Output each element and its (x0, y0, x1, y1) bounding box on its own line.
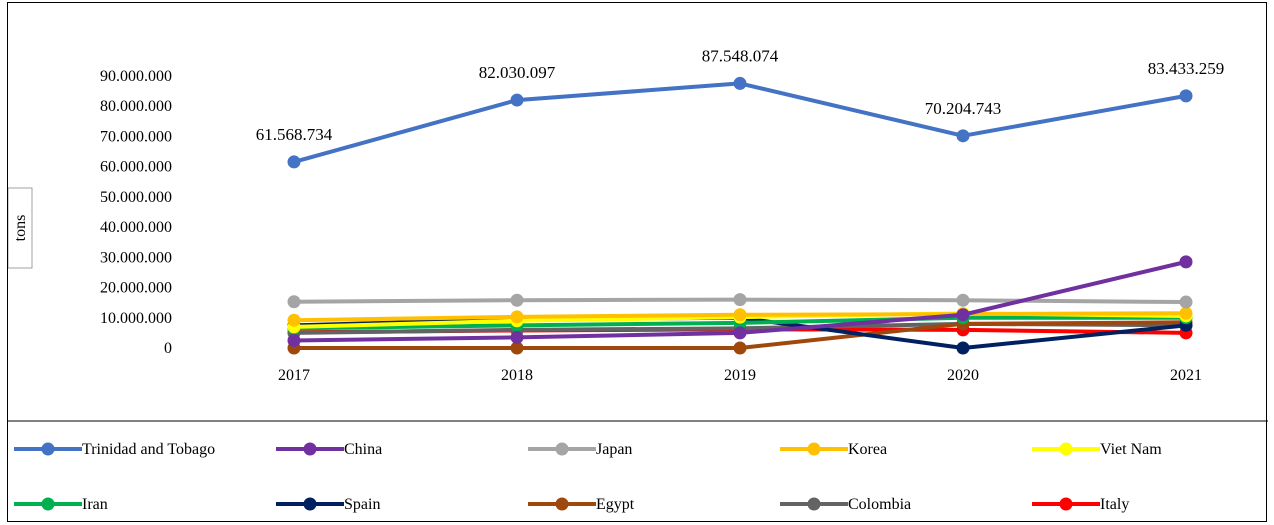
y-tick-label: 50.000.000 (100, 189, 172, 206)
data-point (287, 313, 301, 327)
data-point (956, 129, 970, 143)
data-label: 61.568.734 (256, 125, 333, 144)
data-labels: 61.568.734 82.030.097 87.548.074 70.204.743… (256, 46, 1225, 144)
legend-item-trinidad-and-tobago: Trinidad and Tobago (14, 441, 215, 458)
data-point (956, 293, 970, 307)
legend-marker (807, 497, 821, 511)
legend-marker (41, 497, 55, 511)
data-point (733, 308, 747, 322)
data-point (510, 330, 524, 344)
y-tick-label: 70.000.000 (100, 128, 172, 145)
x-tick-label: 2020 (947, 367, 979, 384)
legend-item-italy: Italy (1032, 496, 1129, 513)
legend-item-egypt: Egypt (528, 496, 635, 513)
legend-label: Trinidad and Tobago (82, 441, 215, 458)
data-point (1179, 255, 1193, 269)
series-trinidad-and-tobago (287, 76, 1193, 169)
legend-marker (555, 442, 569, 456)
legend-marker (555, 497, 569, 511)
data-point (510, 293, 524, 307)
series-line (293, 81, 1187, 164)
data-label: 87.548.074 (702, 46, 779, 65)
data-point (733, 76, 747, 90)
legend-item-china: China (276, 441, 382, 458)
series-lines (287, 76, 1193, 355)
data-point (956, 308, 970, 322)
x-tick-label: 2019 (724, 367, 756, 384)
legend-item-colombia: Colombia (780, 496, 911, 513)
data-point (287, 295, 301, 309)
data-point (733, 293, 747, 307)
y-tick-label: 20.000.000 (100, 280, 172, 297)
data-point (956, 341, 970, 355)
y-tick-label: 90.000.000 (100, 68, 172, 85)
legend-marker (1059, 442, 1073, 456)
y-tick-label: 10.000.000 (100, 310, 172, 327)
chart-frame: tons 0 10.000.000 20.000.000 30.000.000 40.0… (7, 2, 1268, 522)
legend: Trinidad and Tobago China Japan Korea Viet N… (14, 441, 1162, 513)
series-japan (287, 293, 1193, 309)
data-point (1179, 89, 1193, 103)
legend-label: Japan (596, 441, 632, 458)
legend-item-iran: Iran (14, 496, 108, 513)
data-point (287, 333, 301, 347)
ylabel: tons (12, 215, 29, 242)
data-point (510, 341, 524, 355)
ylabel-box: tons (8, 187, 33, 269)
data-point (733, 326, 747, 340)
data-point (1179, 295, 1193, 309)
data-point (733, 341, 747, 355)
legend-label: China (344, 441, 382, 458)
data-label: 83.433.259 (1148, 59, 1225, 78)
y-tick-label: 80.000.000 (100, 98, 172, 115)
line-chart: tons 0 10.000.000 20.000.000 30.000.000 40.0… (8, 46, 1268, 513)
y-tick-label: 40.000.000 (100, 219, 172, 236)
data-label: 82.030.097 (479, 63, 556, 82)
legend-label: Egypt (596, 496, 635, 513)
legend-item-viet-nam: Viet Nam (1032, 441, 1162, 458)
legend-item-japan: Japan (528, 441, 632, 458)
data-point (510, 310, 524, 324)
legend-marker (807, 442, 821, 456)
x-tick-label: 2017 (278, 367, 310, 384)
legend-label: Italy (1100, 496, 1129, 513)
x-tick-label: 2018 (501, 367, 533, 384)
legend-marker (41, 442, 55, 456)
legend-label: Spain (344, 496, 380, 513)
y-tick-label: 0 (164, 340, 172, 357)
legend-item-spain: Spain (276, 496, 380, 513)
legend-label: Korea (848, 441, 887, 458)
y-tick-label: 30.000.000 (100, 249, 172, 266)
y-tick-labels: 0 10.000.000 20.000.000 30.000.000 40.000.00… (100, 68, 172, 357)
legend-label: Colombia (848, 496, 911, 513)
legend-marker (303, 497, 317, 511)
data-point (287, 155, 301, 169)
series-korea (287, 306, 1193, 327)
y-tick-label: 60.000.000 (100, 159, 172, 176)
data-point (510, 93, 524, 107)
series-china (287, 255, 1193, 347)
legend-marker (303, 442, 317, 456)
legend-item-korea: Korea (780, 441, 887, 458)
data-label: 70.204.743 (925, 99, 1002, 118)
data-point (1179, 306, 1193, 320)
x-tick-labels: 2017 2018 2019 2020 2021 (278, 367, 1202, 384)
x-tick-label: 2021 (1170, 367, 1202, 384)
legend-label: Iran (82, 496, 108, 513)
legend-marker (1059, 497, 1073, 511)
legend-label: Viet Nam (1100, 441, 1162, 458)
